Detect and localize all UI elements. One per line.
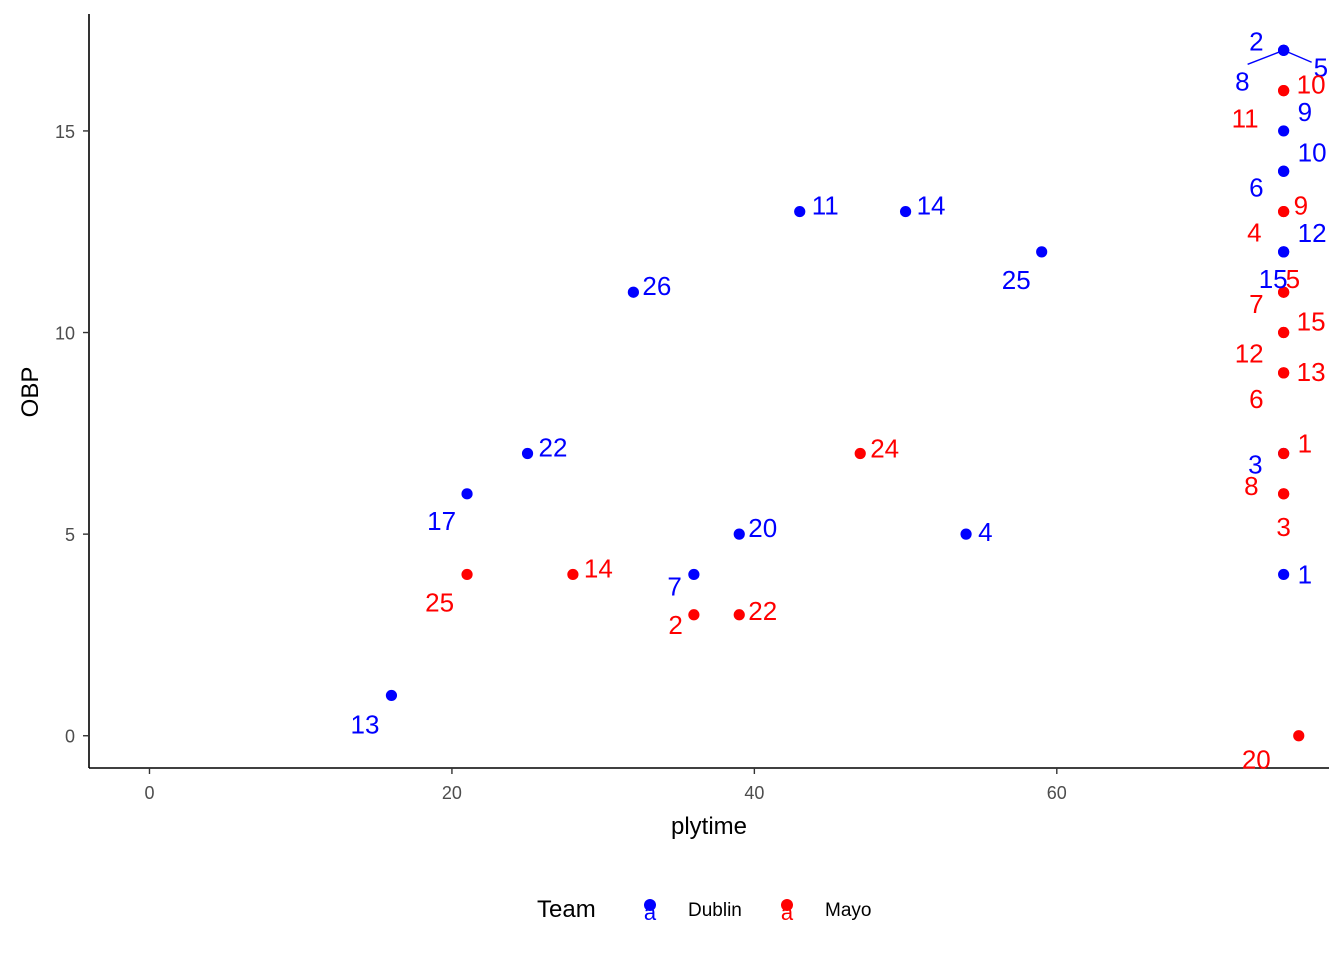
point-label-dublin: 14 (917, 191, 946, 221)
x-tick-label: 60 (1047, 783, 1067, 803)
x-tick-label: 20 (442, 783, 462, 803)
point-label-mayo: 4 (1247, 218, 1261, 248)
data-point-dublin (794, 205, 806, 218)
data-point-dublin (1278, 568, 1290, 581)
data-point-mayo (854, 447, 866, 460)
point-label-dublin: 4 (978, 517, 992, 547)
point-label-mayo: 25 (425, 587, 454, 617)
point-label-mayo: 20 (1242, 745, 1271, 775)
data-point-mayo (1278, 326, 1290, 339)
legend-key-point (781, 899, 793, 911)
data-point-mayo (1278, 488, 1290, 500)
point-label-mayo: 10 (1297, 70, 1326, 100)
point-label-mayo: 12 (1235, 339, 1264, 369)
point-label-dublin: 6 (1249, 172, 1263, 202)
x-ticks: 0 20 40 60 (144, 768, 1067, 803)
point-label-dublin: 5 (1314, 52, 1328, 82)
point-label-dublin: 1 (1298, 559, 1312, 589)
point-label-mayo: 7 (1249, 289, 1263, 319)
point-label-mayo: 2 (668, 610, 682, 640)
y-tick-label: 0 (65, 727, 75, 747)
point-label-mayo: 8 (1244, 471, 1258, 501)
legend-label: Dublin (688, 900, 742, 921)
legend: Team a Dublin a Mayo (537, 896, 871, 925)
data-point-mayo (688, 609, 700, 621)
data-point-dublin (899, 205, 912, 218)
point-label-mayo: 22 (748, 596, 777, 626)
data-point-dublin (521, 447, 534, 460)
data-point-dublin (385, 689, 398, 702)
y-axis-title: OBP (17, 367, 44, 418)
y-tick-label: 10 (55, 324, 75, 344)
point-label-dublin: 13 (351, 709, 380, 739)
data-point-dublin (1278, 246, 1290, 258)
data-point-mayo (1278, 286, 1290, 298)
point-label-dublin: 26 (642, 271, 671, 301)
data-point-mayo (733, 609, 745, 621)
point-label-dublin: 22 (539, 432, 568, 462)
point-label-mayo: 24 (870, 433, 899, 463)
point-label-dublin: 11 (812, 191, 839, 221)
data-point-mayo (461, 568, 473, 581)
point-label-mayo: 6 (1249, 384, 1263, 414)
point-label-dublin: 20 (748, 513, 777, 543)
point-label-dublin: 3 (1248, 449, 1262, 479)
data-point-dublin (733, 528, 745, 540)
data-point-dublin (960, 528, 972, 540)
data-point-dublin (1278, 165, 1290, 177)
data-point-dublin (1278, 44, 1290, 56)
data-point-mayo (1278, 447, 1290, 460)
point-label-mayo: 11 (1232, 104, 1259, 134)
y-tick-label: 5 (65, 525, 75, 545)
point-label-mayo: 9 (1294, 191, 1308, 221)
data-point-dublin (1278, 125, 1290, 137)
x-tick-label: 40 (744, 783, 764, 803)
data-point-mayo (567, 568, 579, 581)
x-axis-title: plytime (671, 813, 747, 840)
point-label-mayo: 3 (1276, 512, 1290, 542)
point-label-dublin: 8 (1235, 66, 1249, 96)
point-label-mayo: 1 (1298, 428, 1312, 458)
legend-label: Mayo (825, 900, 871, 921)
point-label-mayo: 15 (1297, 307, 1326, 337)
data-points (385, 44, 1305, 742)
data-point-dublin (1036, 246, 1048, 258)
data-point-mayo (1278, 85, 1290, 97)
data-point-dublin (461, 488, 473, 500)
y-ticks: 0 5 10 15 (55, 122, 89, 747)
x-tick-label: 0 (144, 783, 154, 803)
data-point-mayo (1278, 367, 1290, 379)
point-label-dublin: 10 (1298, 137, 1327, 167)
point-label-dublin: 7 (667, 571, 681, 601)
data-point-dublin (627, 286, 639, 298)
legend-key-glyph: a (644, 900, 657, 925)
point-label-dublin: 9 (1298, 97, 1312, 127)
label-connector-line (1247, 49, 1284, 65)
point-label-dublin: 25 (1002, 265, 1031, 295)
data-point-mayo (1278, 205, 1290, 218)
legend-key-point (644, 899, 656, 911)
data-point-mayo (1293, 730, 1305, 742)
data-point-dublin (688, 568, 700, 581)
point-label-dublin: 15 (1259, 264, 1288, 294)
legend-items: a Dublin a Mayo (644, 899, 871, 925)
point-label-mayo: 14 (584, 553, 613, 583)
point-label-mayo: 5 (1286, 264, 1300, 294)
y-tick-label: 15 (55, 122, 75, 142)
point-label-dublin: 12 (1298, 218, 1327, 248)
point-label-dublin: 2 (1249, 26, 1263, 56)
legend-key-glyph: a (781, 900, 794, 925)
point-label-dublin: 17 (427, 506, 456, 536)
point-label-mayo: 13 (1297, 357, 1326, 387)
legend-title: Team (537, 896, 596, 923)
